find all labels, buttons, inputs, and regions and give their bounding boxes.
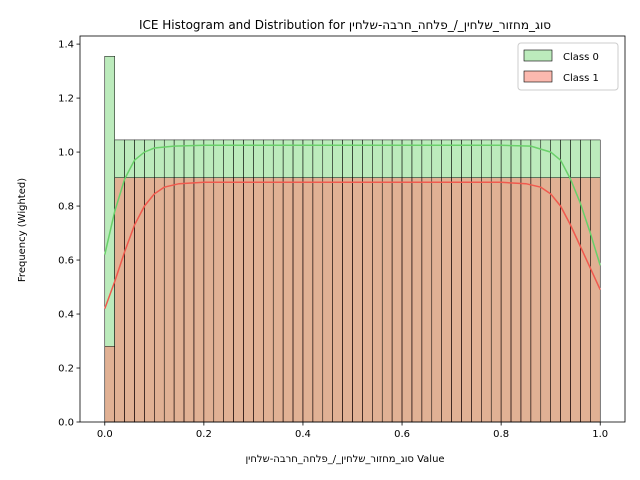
x-tick-label: 0.0 — [97, 429, 113, 440]
kde-line-class-1 — [104, 181, 601, 309]
y-tick-label: 0.8 — [58, 202, 74, 213]
histogram-bar — [282, 177, 294, 423]
legend-label-class-0: Class 0 — [563, 52, 599, 63]
histogram-bar — [550, 177, 561, 423]
legend-swatch-class-1 — [523, 70, 553, 83]
x-tick-label: 0.2 — [196, 429, 212, 440]
histogram-bar — [183, 177, 195, 423]
y-tick-label: 0.4 — [58, 310, 74, 321]
histogram-bar — [263, 177, 274, 423]
y-tick-label: 0.2 — [58, 364, 74, 375]
histogram-bar — [253, 177, 264, 423]
histogram-bar — [431, 177, 442, 423]
histogram-bar — [500, 177, 512, 423]
histogram-bar — [510, 177, 522, 423]
histogram-bar — [292, 177, 304, 423]
y-tick-label: 1.0 — [58, 148, 74, 159]
histogram-bar — [570, 177, 581, 423]
histogram-bar — [520, 177, 532, 423]
bars-class-1 — [104, 177, 601, 423]
histogram-bar — [352, 177, 363, 423]
histogram-bar — [154, 177, 165, 423]
histogram-bar — [481, 177, 492, 423]
histogram-bar — [401, 177, 413, 423]
y-tick-label: 0.6 — [58, 256, 74, 267]
histogram-bar — [530, 177, 542, 423]
histogram-bar — [590, 177, 601, 423]
x-axis-label: סוג_מחזור_שלחין_/_פלחה_חרבה-שלחין Value — [245, 454, 444, 465]
y-tick-label: 0.0 — [58, 418, 74, 429]
histogram-bar — [272, 177, 284, 423]
histogram-bar — [322, 177, 333, 423]
histogram-bar — [441, 177, 452, 423]
histogram-bar — [421, 177, 433, 423]
histogram-bar — [490, 177, 502, 423]
legend-swatch-class-0 — [523, 49, 553, 62]
x-tick-label: 1.0 — [592, 429, 608, 440]
y-ticks: 0.0 0.2 0.4 0.6 0.8 1.0 1.2 1.4 — [58, 40, 80, 429]
histogram-bar — [471, 177, 482, 423]
histogram-bar — [302, 177, 314, 423]
histogram-bar — [372, 177, 383, 423]
histogram-bar — [213, 177, 224, 423]
histogram-bar — [124, 177, 135, 423]
histogram-bar — [411, 177, 423, 423]
histogram-bar — [144, 177, 155, 423]
y-tick-label: 1.2 — [58, 94, 74, 105]
histogram-bar — [580, 177, 591, 423]
legend-label-class-1: Class 1 — [563, 73, 599, 84]
histogram-bar — [173, 177, 185, 423]
histogram-bar — [451, 177, 462, 423]
histogram-bar — [243, 177, 254, 423]
histogram-bar — [362, 177, 373, 423]
histogram-bar — [233, 177, 244, 423]
legend: Class 0 Class 1 — [517, 42, 619, 91]
histogram-bar — [332, 177, 343, 423]
y-tick-label: 1.4 — [58, 40, 74, 51]
histogram-bar — [163, 177, 175, 423]
histogram-bar — [203, 177, 215, 423]
x-tick-label: 0.6 — [394, 429, 410, 440]
histogram-bar — [461, 177, 472, 423]
histogram-bar — [223, 177, 234, 423]
y-axis-label: Frequency (Wighted) — [17, 178, 28, 282]
chart-title: ICE Histogram and Distribution for סוג_מ… — [139, 18, 551, 32]
x-ticks: 0.0 0.2 0.4 0.6 0.8 1.0 — [97, 422, 608, 440]
histogram-bar — [540, 177, 551, 423]
axes — [79, 35, 626, 423]
plot-frame — [79, 35, 626, 423]
histogram-bar — [193, 177, 205, 423]
histogram-bar — [312, 177, 324, 423]
kde-lines — [104, 144, 601, 309]
x-tick-label: 0.8 — [493, 429, 509, 440]
histogram-bar — [104, 346, 115, 423]
histogram-bar — [381, 177, 393, 423]
histogram-bar — [342, 177, 353, 423]
histogram-bar — [114, 177, 125, 423]
x-tick-label: 0.4 — [295, 429, 311, 440]
histogram-bar — [391, 177, 403, 423]
kde-line-class-0 — [104, 144, 601, 266]
